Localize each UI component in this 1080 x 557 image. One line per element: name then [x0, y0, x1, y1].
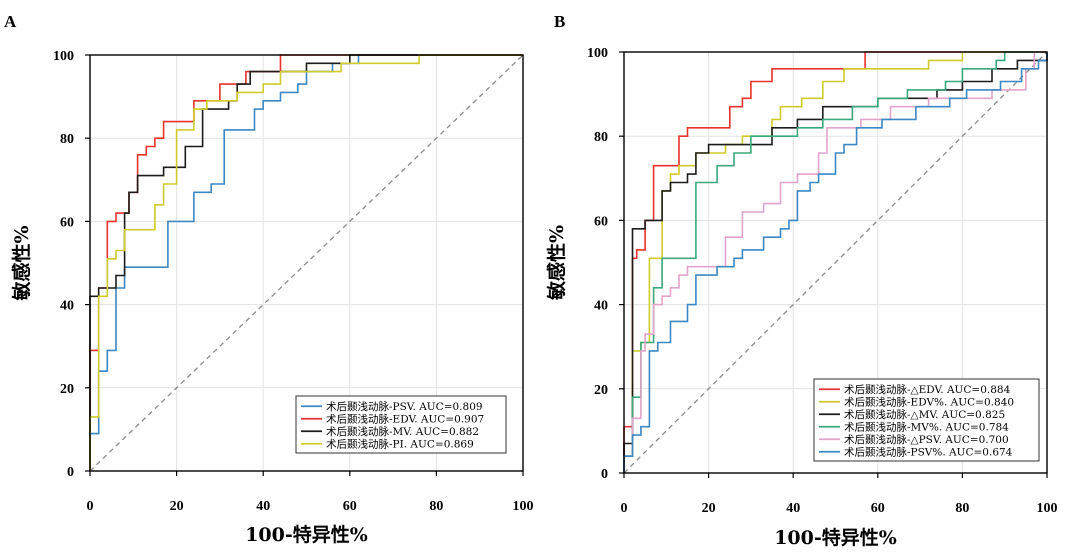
y-tick-label: 40: [60, 299, 74, 314]
x-tick-label: 20: [170, 499, 184, 514]
y-tick-label: 0: [601, 467, 608, 482]
legend-label-3: 术后颞浅动脉-MV. AUC=0.882: [326, 425, 479, 438]
x-tick-label: 100: [1037, 501, 1058, 516]
y-tick-label: 0: [67, 465, 74, 480]
y-tick-label: 60: [60, 215, 74, 230]
y-tick-label: 20: [594, 383, 608, 398]
x-axis-title: 100-特异性%: [245, 523, 368, 546]
plot-frame: [89, 54, 524, 472]
x-tick-label: 60: [343, 499, 357, 514]
legend-label-5: 术后颞浅动脉-△PSV. AUC=0.700: [844, 433, 1009, 446]
roc-curve-6: [623, 52, 1048, 473]
x-tick-label: 0: [621, 501, 628, 516]
legend-label-2: 术后颞浅动脉-EDV%. AUC=0.840: [844, 396, 1014, 409]
x-tick-label: 100: [513, 499, 534, 514]
y-tick-label: 20: [60, 382, 74, 397]
x-tick-label: 60: [871, 501, 885, 516]
roc-curve-3: [89, 54, 523, 471]
y-tick-label: 80: [60, 132, 74, 147]
y-tick-label: 100: [53, 49, 74, 64]
roc-curve-4: [623, 51, 1047, 473]
roc-curve-4: [89, 54, 523, 471]
x-axis-title: 100-特异性%: [774, 526, 897, 549]
y-tick-label: 80: [594, 130, 608, 145]
y-tick-label: 60: [594, 214, 608, 229]
plot-frame: [623, 51, 1048, 474]
x-tick-label: 0: [87, 499, 94, 514]
roc-panel-b: B 0 20 40 60 80 100 0 20 40 60 80 100 100-特异性% 敏感性% 术后颞…: [545, 12, 1058, 549]
reference-diagonal: [623, 51, 1048, 474]
legend-label-3: 术后颞浅动脉-△MV. AUC=0.825: [844, 408, 1005, 421]
roc-curve-5: [623, 51, 1047, 473]
panel-letter: A: [4, 12, 17, 31]
legend-box: [295, 395, 507, 454]
x-tick-label: 20: [702, 501, 716, 516]
roc-panel-a: A 0 20 40 60 80 100 0 20 40 60 80 100 100-特异性% 敏感性% 术后颞…: [4, 12, 534, 546]
legend-box: [813, 378, 1040, 462]
y-axis-title: 敏感性%: [545, 225, 568, 301]
x-tick-label: 80: [429, 499, 443, 514]
legend-label-6: 术后颞浅动脉-PSV%. AUC=0.674: [844, 446, 1013, 459]
legend-label-4: 术后颞浅动脉-PI. AUC=0.869: [326, 438, 474, 451]
x-tick-label: 40: [256, 499, 270, 514]
reference-diagonal: [89, 54, 524, 472]
legend-label-1: 术后颞浅动脉-PSV. AUC=0.809: [326, 400, 483, 413]
y-tick-label: 100: [587, 46, 608, 61]
x-tick-label: 40: [786, 501, 800, 516]
y-axis-title: 敏感性%: [10, 225, 33, 301]
roc-curve-1: [623, 51, 1047, 473]
legend-label-4: 术后颞浅动脉-MV%. AUC=0.784: [844, 421, 1009, 434]
roc-curve-1: [89, 54, 523, 471]
panel-letter: B: [554, 12, 565, 31]
x-tick-label: 80: [955, 501, 969, 516]
legend-label-2: 术后颞浅动脉-EDV. AUC=0.907: [326, 413, 484, 426]
y-tick-label: 40: [594, 299, 608, 314]
legend-label-1: 术后颞浅动脉-△EDV. AUC=0.884: [844, 383, 1011, 396]
